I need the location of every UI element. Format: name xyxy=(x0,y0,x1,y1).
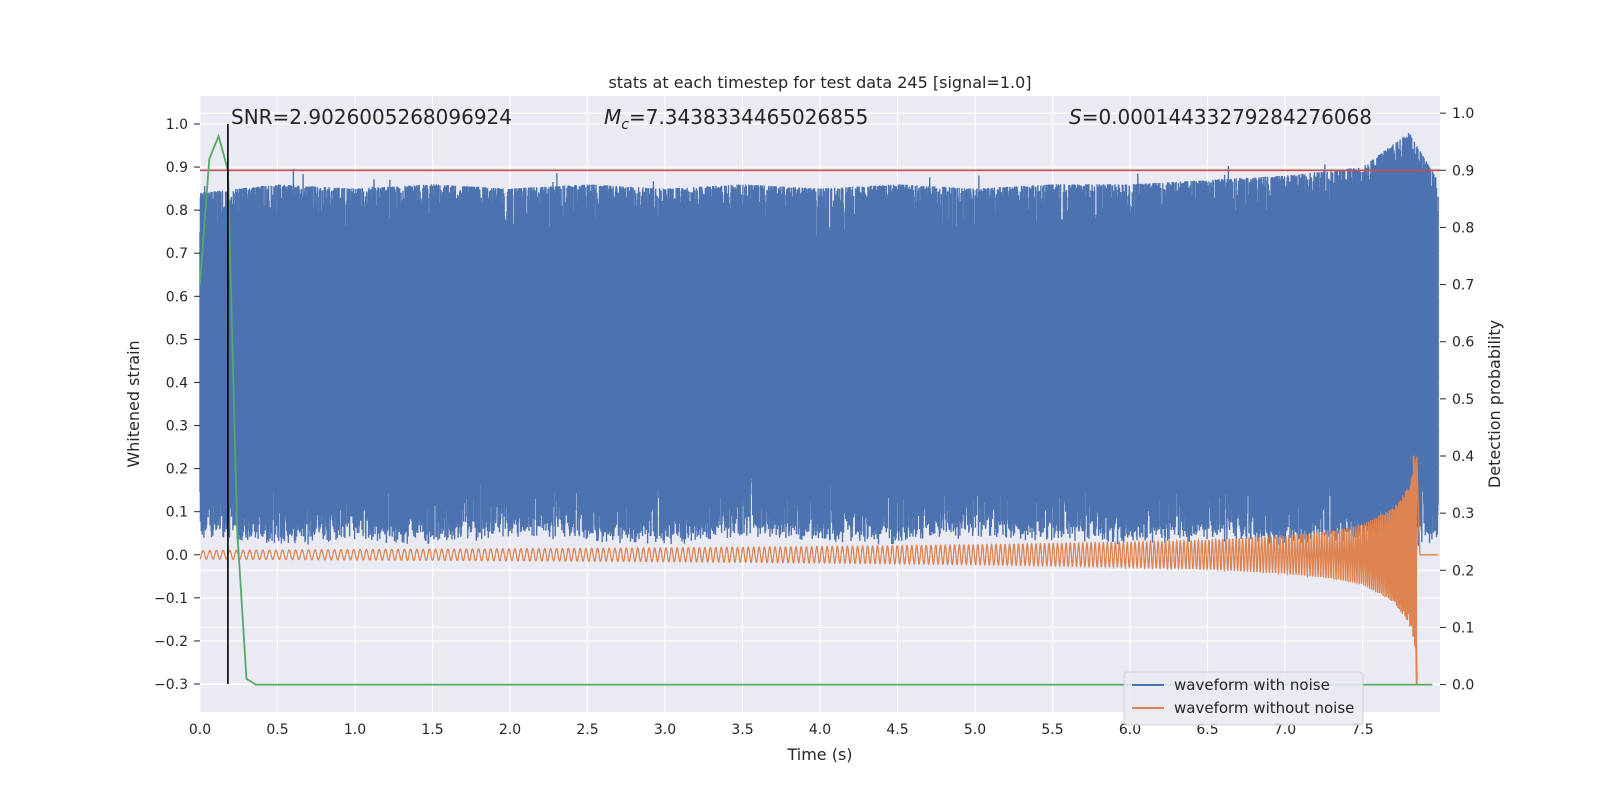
chirp-mass-annotation: Mc=7.3438334465026855 xyxy=(604,105,868,133)
right-y-tick-label: 0.7 xyxy=(1452,278,1474,294)
legend-label-clean: waveform without noise xyxy=(1174,699,1354,717)
x-tick-label: 0.0 xyxy=(189,722,211,738)
y-tick-label: −0.3 xyxy=(154,677,188,693)
x-tick-label: 6.5 xyxy=(1196,722,1218,738)
legend: waveform with noise waveform without noi… xyxy=(1123,671,1364,726)
right-y-tick-label: 0.0 xyxy=(1452,678,1474,694)
y-tick-label: −0.1 xyxy=(154,591,188,607)
right-y-axis-ticks: 1.0 0.9 0.8 0.7 0.6 0.5 0.4 0.3 0.2 0.1 0.0 xyxy=(1440,106,1474,694)
y-tick-label: 0.9 xyxy=(166,160,188,176)
right-y-tick-label: 0.5 xyxy=(1452,392,1474,408)
x-tick-label: 5.0 xyxy=(964,722,986,738)
y-tick-label: 0.0 xyxy=(166,548,188,564)
legend-box xyxy=(1123,671,1364,726)
y-tick-label: 0.6 xyxy=(166,289,188,305)
x-tick-label: 4.0 xyxy=(809,722,831,738)
y-tick-label: 0.3 xyxy=(166,419,188,435)
y-tick-label: 0.5 xyxy=(166,332,188,348)
x-tick-label: 1.5 xyxy=(421,722,443,738)
right-y-tick-label: 1.0 xyxy=(1452,106,1474,122)
chirp-mass-symbol: M xyxy=(604,105,621,129)
x-tick-label: 2.0 xyxy=(499,722,521,738)
merger-spike xyxy=(1412,455,1418,685)
right-y-tick-label: 0.9 xyxy=(1452,163,1474,179)
detection-probability-line xyxy=(199,133,1433,686)
y-axis-ticks: 1.0 0.9 0.8 0.7 0.6 0.5 0.4 0.3 0.2 0.1 0.0 −0.1 −0.… xyxy=(154,117,200,693)
x-tick-label: 4.5 xyxy=(886,722,908,738)
right-y-tick-label: 0.2 xyxy=(1452,563,1474,579)
y-axis-label: Whitened strain xyxy=(124,340,143,467)
y-tick-label: 0.8 xyxy=(166,203,188,219)
chirp-mass-subscript: c xyxy=(621,117,629,133)
y-tick-label: 1.0 xyxy=(166,117,188,133)
right-y-tick-label: 0.3 xyxy=(1452,506,1474,522)
y-tick-label: −0.2 xyxy=(154,634,188,650)
chart-title: stats at each timestep for test data 245… xyxy=(608,73,1031,92)
waveform-without-noise-line xyxy=(199,456,1439,651)
x-tick-label: 7.0 xyxy=(1274,722,1296,738)
snr-annotation: SNR=2.9026005268096924 xyxy=(231,105,512,129)
x-tick-label: 5.5 xyxy=(1041,722,1063,738)
chirp-mass-value: =7.3438334465026855 xyxy=(629,105,868,129)
series-layer xyxy=(199,124,1440,686)
right-y-tick-label: 0.8 xyxy=(1452,220,1474,236)
s-annotation: S=0.00014433279284276068 xyxy=(1069,105,1372,129)
x-axis-label: Time (s) xyxy=(786,745,852,764)
x-tick-label: 1.0 xyxy=(344,722,366,738)
x-tick-label: 0.5 xyxy=(266,722,288,738)
right-y-tick-label: 0.1 xyxy=(1452,620,1474,636)
y-tick-label: 0.1 xyxy=(166,505,188,521)
y-tick-label: 0.4 xyxy=(166,375,188,391)
right-y-tick-label: 0.4 xyxy=(1452,449,1474,465)
x-axis-ticks: 0.0 0.5 1.0 1.5 2.0 2.5 3.0 3.5 4.0 4.5 5.0 5.5 6.0 6… xyxy=(189,722,1374,738)
x-tick-label: 3.5 xyxy=(731,722,753,738)
x-tick-label: 7.5 xyxy=(1351,722,1373,738)
right-y-axis-label: Detection probability xyxy=(1485,320,1504,488)
s-symbol: S xyxy=(1069,105,1082,129)
y-tick-label: 0.2 xyxy=(166,462,188,478)
x-tick-label: 3.0 xyxy=(654,722,676,738)
right-y-tick-label: 0.6 xyxy=(1452,335,1474,351)
y-tick-label: 0.7 xyxy=(166,246,188,262)
x-tick-label: 6.0 xyxy=(1119,722,1141,738)
s-value: =0.00014433279284276068 xyxy=(1082,105,1372,129)
waveform-with-noise-line xyxy=(199,133,1439,548)
x-tick-label: 2.5 xyxy=(576,722,598,738)
legend-label-noise: waveform with noise xyxy=(1174,676,1330,694)
